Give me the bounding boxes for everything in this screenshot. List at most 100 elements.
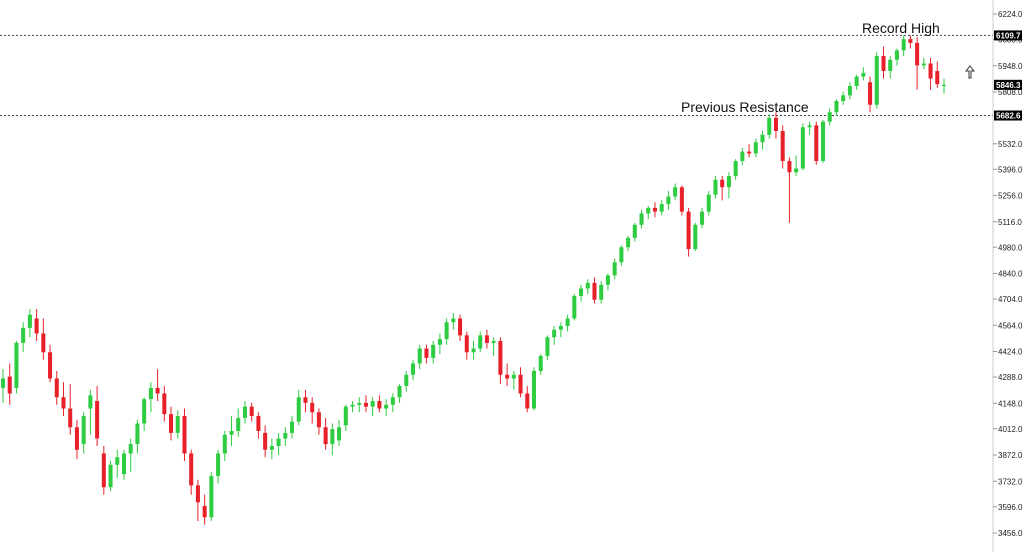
candle-body bbox=[881, 56, 886, 71]
candle bbox=[834, 99, 839, 116]
candle-body bbox=[81, 416, 86, 445]
candle-body bbox=[135, 423, 140, 445]
candle bbox=[48, 344, 53, 383]
candle bbox=[54, 371, 59, 405]
candle-body bbox=[558, 326, 563, 330]
candle-body bbox=[646, 207, 651, 214]
candle bbox=[579, 284, 584, 302]
candle-body bbox=[679, 187, 684, 212]
candle bbox=[34, 309, 39, 341]
candle-body bbox=[444, 322, 449, 340]
candle-body bbox=[579, 288, 584, 296]
candle-body bbox=[88, 395, 93, 409]
candle-body bbox=[34, 318, 39, 334]
candle bbox=[572, 294, 577, 321]
candle-body bbox=[458, 318, 463, 336]
y-tick-label: 4148.0 bbox=[998, 399, 1023, 408]
candle bbox=[747, 144, 752, 158]
candle bbox=[626, 236, 631, 251]
candle bbox=[888, 56, 893, 79]
candle bbox=[928, 57, 933, 90]
candle-body bbox=[841, 95, 846, 101]
candle-body bbox=[894, 50, 899, 60]
candle-body bbox=[323, 427, 328, 445]
y-tick-label: 4012.0 bbox=[998, 425, 1023, 434]
candle bbox=[612, 258, 617, 280]
candle bbox=[498, 337, 503, 385]
y-tick-label: 4704.0 bbox=[998, 295, 1023, 304]
candle-body bbox=[531, 371, 537, 409]
candle bbox=[7, 363, 12, 405]
previous-resistance-annotation: Previous Resistance bbox=[681, 99, 809, 115]
candle bbox=[632, 222, 637, 242]
candle bbox=[558, 322, 563, 338]
candle-body bbox=[673, 187, 678, 197]
candle bbox=[760, 131, 765, 150]
y-tick-label: 3872.0 bbox=[998, 451, 1023, 460]
candle bbox=[377, 395, 382, 413]
candle bbox=[861, 67, 866, 81]
candle bbox=[484, 329, 489, 349]
candle-body bbox=[552, 329, 557, 338]
candle-body bbox=[901, 39, 906, 51]
candle bbox=[901, 35, 906, 56]
candle-body bbox=[639, 213, 644, 225]
candle-body bbox=[310, 402, 315, 413]
y-tick-label: 5948.0 bbox=[998, 62, 1023, 71]
candle-body bbox=[0, 378, 6, 388]
candle-body bbox=[61, 397, 66, 409]
candle bbox=[21, 322, 26, 353]
level-lines bbox=[0, 34, 993, 117]
candle-body bbox=[296, 397, 301, 422]
candle bbox=[787, 157, 792, 223]
candle bbox=[599, 281, 604, 304]
candle-body bbox=[370, 401, 375, 407]
candle bbox=[222, 431, 227, 461]
candle bbox=[148, 382, 153, 413]
candle bbox=[720, 176, 725, 201]
candle-body bbox=[404, 374, 409, 386]
candle bbox=[921, 57, 926, 70]
candle-body bbox=[545, 337, 550, 356]
candle-body bbox=[397, 386, 402, 398]
y-tick-label: 5256.0 bbox=[998, 192, 1023, 201]
candle bbox=[827, 108, 832, 126]
candle bbox=[68, 384, 73, 435]
candle bbox=[706, 191, 711, 216]
candle bbox=[773, 112, 778, 139]
candle-body bbox=[605, 275, 610, 285]
price-axis: 6224.06088.05948.05808.05532.05396.05256… bbox=[992, 0, 1023, 552]
candle bbox=[464, 331, 469, 360]
candle-body bbox=[41, 333, 46, 353]
candle-body bbox=[565, 318, 570, 326]
candle-body bbox=[236, 417, 241, 431]
candle bbox=[249, 402, 254, 422]
candle-body bbox=[760, 134, 765, 143]
y-tick-label: 4288.0 bbox=[998, 373, 1023, 382]
candle bbox=[894, 48, 899, 66]
candle-body bbox=[256, 416, 261, 431]
candle bbox=[290, 416, 295, 439]
candle bbox=[269, 438, 274, 460]
candle bbox=[115, 449, 120, 478]
candle bbox=[135, 419, 140, 454]
candle-body bbox=[632, 224, 637, 238]
candle bbox=[397, 384, 402, 403]
candle bbox=[700, 207, 705, 229]
candle-body bbox=[767, 117, 772, 135]
candle-body bbox=[780, 131, 785, 161]
candle-body bbox=[189, 453, 194, 486]
candle bbox=[303, 389, 308, 413]
candle-body bbox=[14, 342, 19, 388]
candle-body bbox=[525, 393, 530, 409]
candle-body bbox=[908, 39, 913, 43]
candle-body bbox=[874, 56, 879, 105]
y-tick-label: 4840.0 bbox=[998, 270, 1023, 279]
candle-body bbox=[229, 431, 234, 435]
candle bbox=[162, 386, 167, 422]
candle-body bbox=[216, 453, 221, 476]
candle bbox=[814, 121, 819, 165]
candle-body bbox=[666, 196, 671, 205]
candle bbox=[242, 401, 247, 424]
candle-body bbox=[484, 335, 489, 343]
